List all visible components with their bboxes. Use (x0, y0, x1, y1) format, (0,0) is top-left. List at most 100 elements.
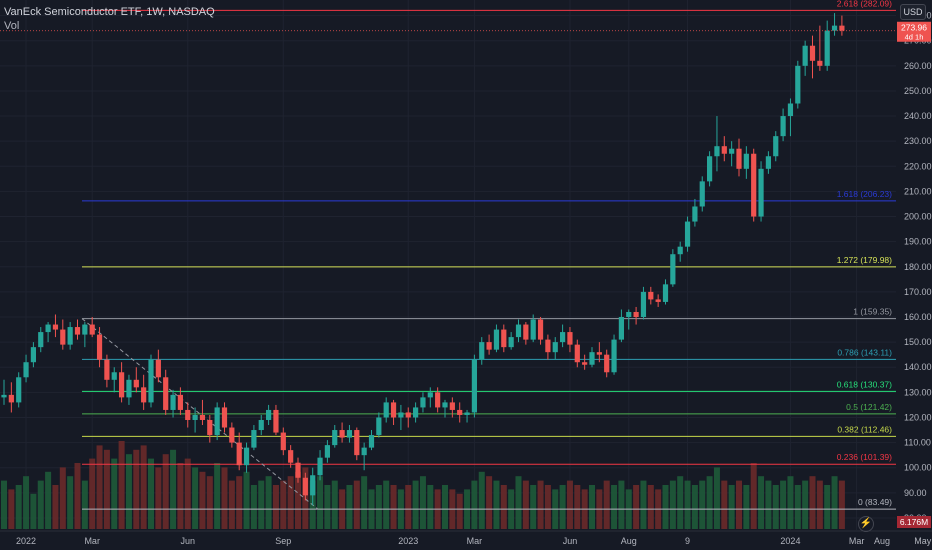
volume-bar (287, 476, 294, 529)
volume-bar (162, 454, 169, 529)
volume-bar (375, 485, 382, 529)
candle-body (310, 475, 316, 496)
price-tick-label: 90.00 (904, 488, 927, 498)
candle-body (177, 394, 183, 410)
volume-tag (897, 516, 931, 528)
grid-lines (0, 0, 924, 530)
volume-bar (280, 480, 287, 529)
candle-body (30, 347, 36, 363)
candle-body (515, 324, 522, 338)
volume-bar (170, 449, 177, 529)
candle-body (648, 291, 654, 300)
candle-body (684, 221, 691, 247)
candle-body (670, 254, 676, 285)
volume-bar (743, 485, 750, 529)
fib-level-label: 1.272 (179.98) (837, 255, 892, 265)
candle-body (251, 430, 257, 448)
volume-bar (59, 467, 66, 529)
volume-bar (713, 467, 720, 529)
volume-bar (787, 476, 794, 529)
volume-bar (45, 471, 52, 529)
price-tick-label: 250.00 (904, 86, 932, 96)
time-tick-label: Aug (874, 536, 890, 546)
volume-bar (243, 471, 250, 529)
price-axis: 80.0090.00100.00110.00120.00130.00140.00… (896, 0, 932, 550)
candle-body (60, 329, 66, 345)
volume-bar (691, 485, 698, 529)
volume-bar (125, 454, 132, 529)
price-tick-label: 220.00 (904, 161, 932, 171)
symbol-title[interactable]: VanEck Semiconductor ETF, 1W, NASDAQ (4, 6, 215, 18)
current-price-value: 273.96 (901, 22, 927, 32)
fib-level-label: 2.618 (282.09) (837, 0, 892, 8)
candle-body (839, 25, 845, 31)
chart-legend: VanEck Semiconductor ETF, 1W, NASDAQ Vol (4, 5, 215, 33)
candle-body (508, 337, 514, 348)
candle-body (67, 327, 73, 345)
candle-body (736, 148, 742, 169)
volume-bar (258, 480, 265, 529)
volume-bar (353, 480, 360, 529)
volume-bar (67, 476, 74, 529)
candle-body (699, 181, 705, 207)
volume-bar (684, 480, 691, 529)
candle-body (435, 392, 441, 408)
volume-bar (295, 471, 301, 529)
candle-body (74, 327, 81, 335)
time-tick-label: Aug (621, 536, 637, 546)
candle-body (266, 409, 272, 420)
volume-bar (824, 485, 831, 529)
volume-bar (493, 480, 500, 529)
time-tick-label: Jun (180, 536, 195, 546)
candles (1, 13, 845, 506)
volume-value: 6.176M (900, 517, 928, 527)
candle-body (457, 409, 463, 415)
candle-body (346, 430, 353, 438)
candle-body (537, 319, 544, 340)
volume-bar (412, 480, 419, 529)
fib-level-label: 0 (83.49) (858, 497, 892, 507)
candle-body (354, 430, 360, 456)
volume-bar (669, 480, 676, 529)
volume-bar (118, 441, 125, 529)
volume-bar (133, 449, 140, 529)
candle-body (824, 30, 830, 66)
volume-bar (618, 480, 625, 529)
volume-bar (140, 445, 147, 529)
volume-bar (566, 480, 573, 529)
price-tick-label: 180.00 (904, 262, 932, 272)
candle-body (729, 148, 735, 154)
volume-bar (478, 471, 485, 529)
volume-bar (544, 485, 551, 529)
candle-body (721, 146, 727, 154)
candle-body (420, 397, 426, 408)
volume-indicator-label[interactable]: Vol (4, 20, 20, 32)
volume-bar (96, 445, 103, 529)
candle-body (560, 332, 566, 343)
candle-body (677, 246, 683, 255)
price-tick-label: 230.00 (904, 136, 932, 146)
fibonacci-retracement: 0 (83.49) 0.236 (101.39) 0.382 (112.46) 0.5… (81, 0, 896, 510)
volume-bar (809, 476, 816, 529)
candle-body (773, 136, 779, 157)
volume-bar (206, 476, 213, 529)
currency-button[interactable]: USD (900, 4, 926, 20)
volume-bar (611, 485, 618, 529)
volume-bar (589, 485, 595, 529)
volume-bar (530, 485, 537, 529)
candle-body (523, 324, 529, 340)
candle-body (501, 329, 507, 348)
volume-bar (515, 476, 522, 529)
candle-body (288, 450, 294, 463)
candle-body (618, 317, 624, 340)
candle-body (163, 377, 169, 410)
candle-body (141, 387, 147, 403)
volume-bar (148, 458, 154, 529)
volume-bar (647, 485, 654, 529)
candle-body (243, 447, 250, 466)
time-tick-label: Sep (275, 536, 291, 546)
candle-body (479, 342, 485, 360)
lightning-icon[interactable]: ⚡ (858, 516, 874, 532)
